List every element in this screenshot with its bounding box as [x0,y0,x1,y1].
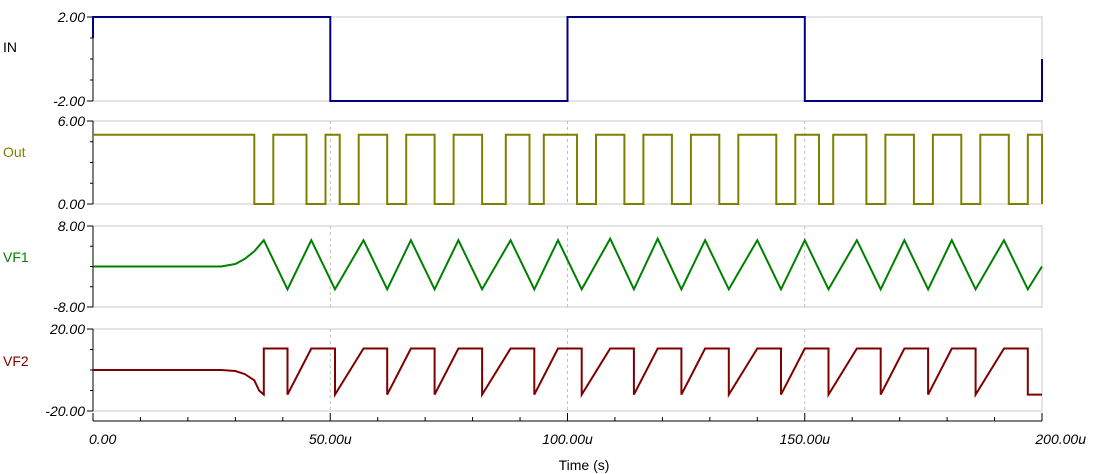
panels-group: 2.00 -2.00 IN 6.00 0.00 Out 8.00 -8.00 VF1 20.00 -… [3,9,1043,419]
series-label-vf2: VF2 [3,353,29,369]
panel-vf2: 20.00 -20.00 VF2 [3,321,1043,419]
series-trace-in [92,16,1043,102]
series-trace-vf2 [93,347,1042,399]
y-tick-label-max: 2.00 [57,9,85,25]
x-tick-label: 100.00u [542,431,593,447]
x-axis-title: Time (s) [559,457,610,473]
y-tick-label-min: -20.00 [45,403,85,419]
y-tick-label-max: 8.00 [58,218,85,234]
y-tick-label-min: -2.00 [53,93,85,109]
series-label-vf1: VF1 [3,249,29,265]
y-tick-label-min: -8.00 [53,299,85,315]
series-label-out: Out [3,144,26,160]
series-label-in: IN [3,39,17,55]
x-tick-label: 200.00u [1034,431,1086,447]
panel-in: 2.00 -2.00 IN [3,9,1043,109]
panel-vf1: 8.00 -8.00 VF1 [3,218,1043,315]
y-tick-label-max: 20.00 [49,321,85,337]
series-trace-out [93,133,1043,205]
x-tick-label: 50.00u [309,431,352,447]
panel-out: 6.00 0.00 Out [3,113,1043,212]
x-axis: 0.00 50.00u 100.00u 150.00u 200.00u [89,413,1086,447]
x-tick-label: 0.00 [89,431,116,447]
y-tick-label-min: 0.00 [58,196,85,212]
y-tick-label-max: 6.00 [58,113,85,129]
x-tick-label: 150.00u [779,431,830,447]
series-trace-vf1 [93,236,1043,292]
